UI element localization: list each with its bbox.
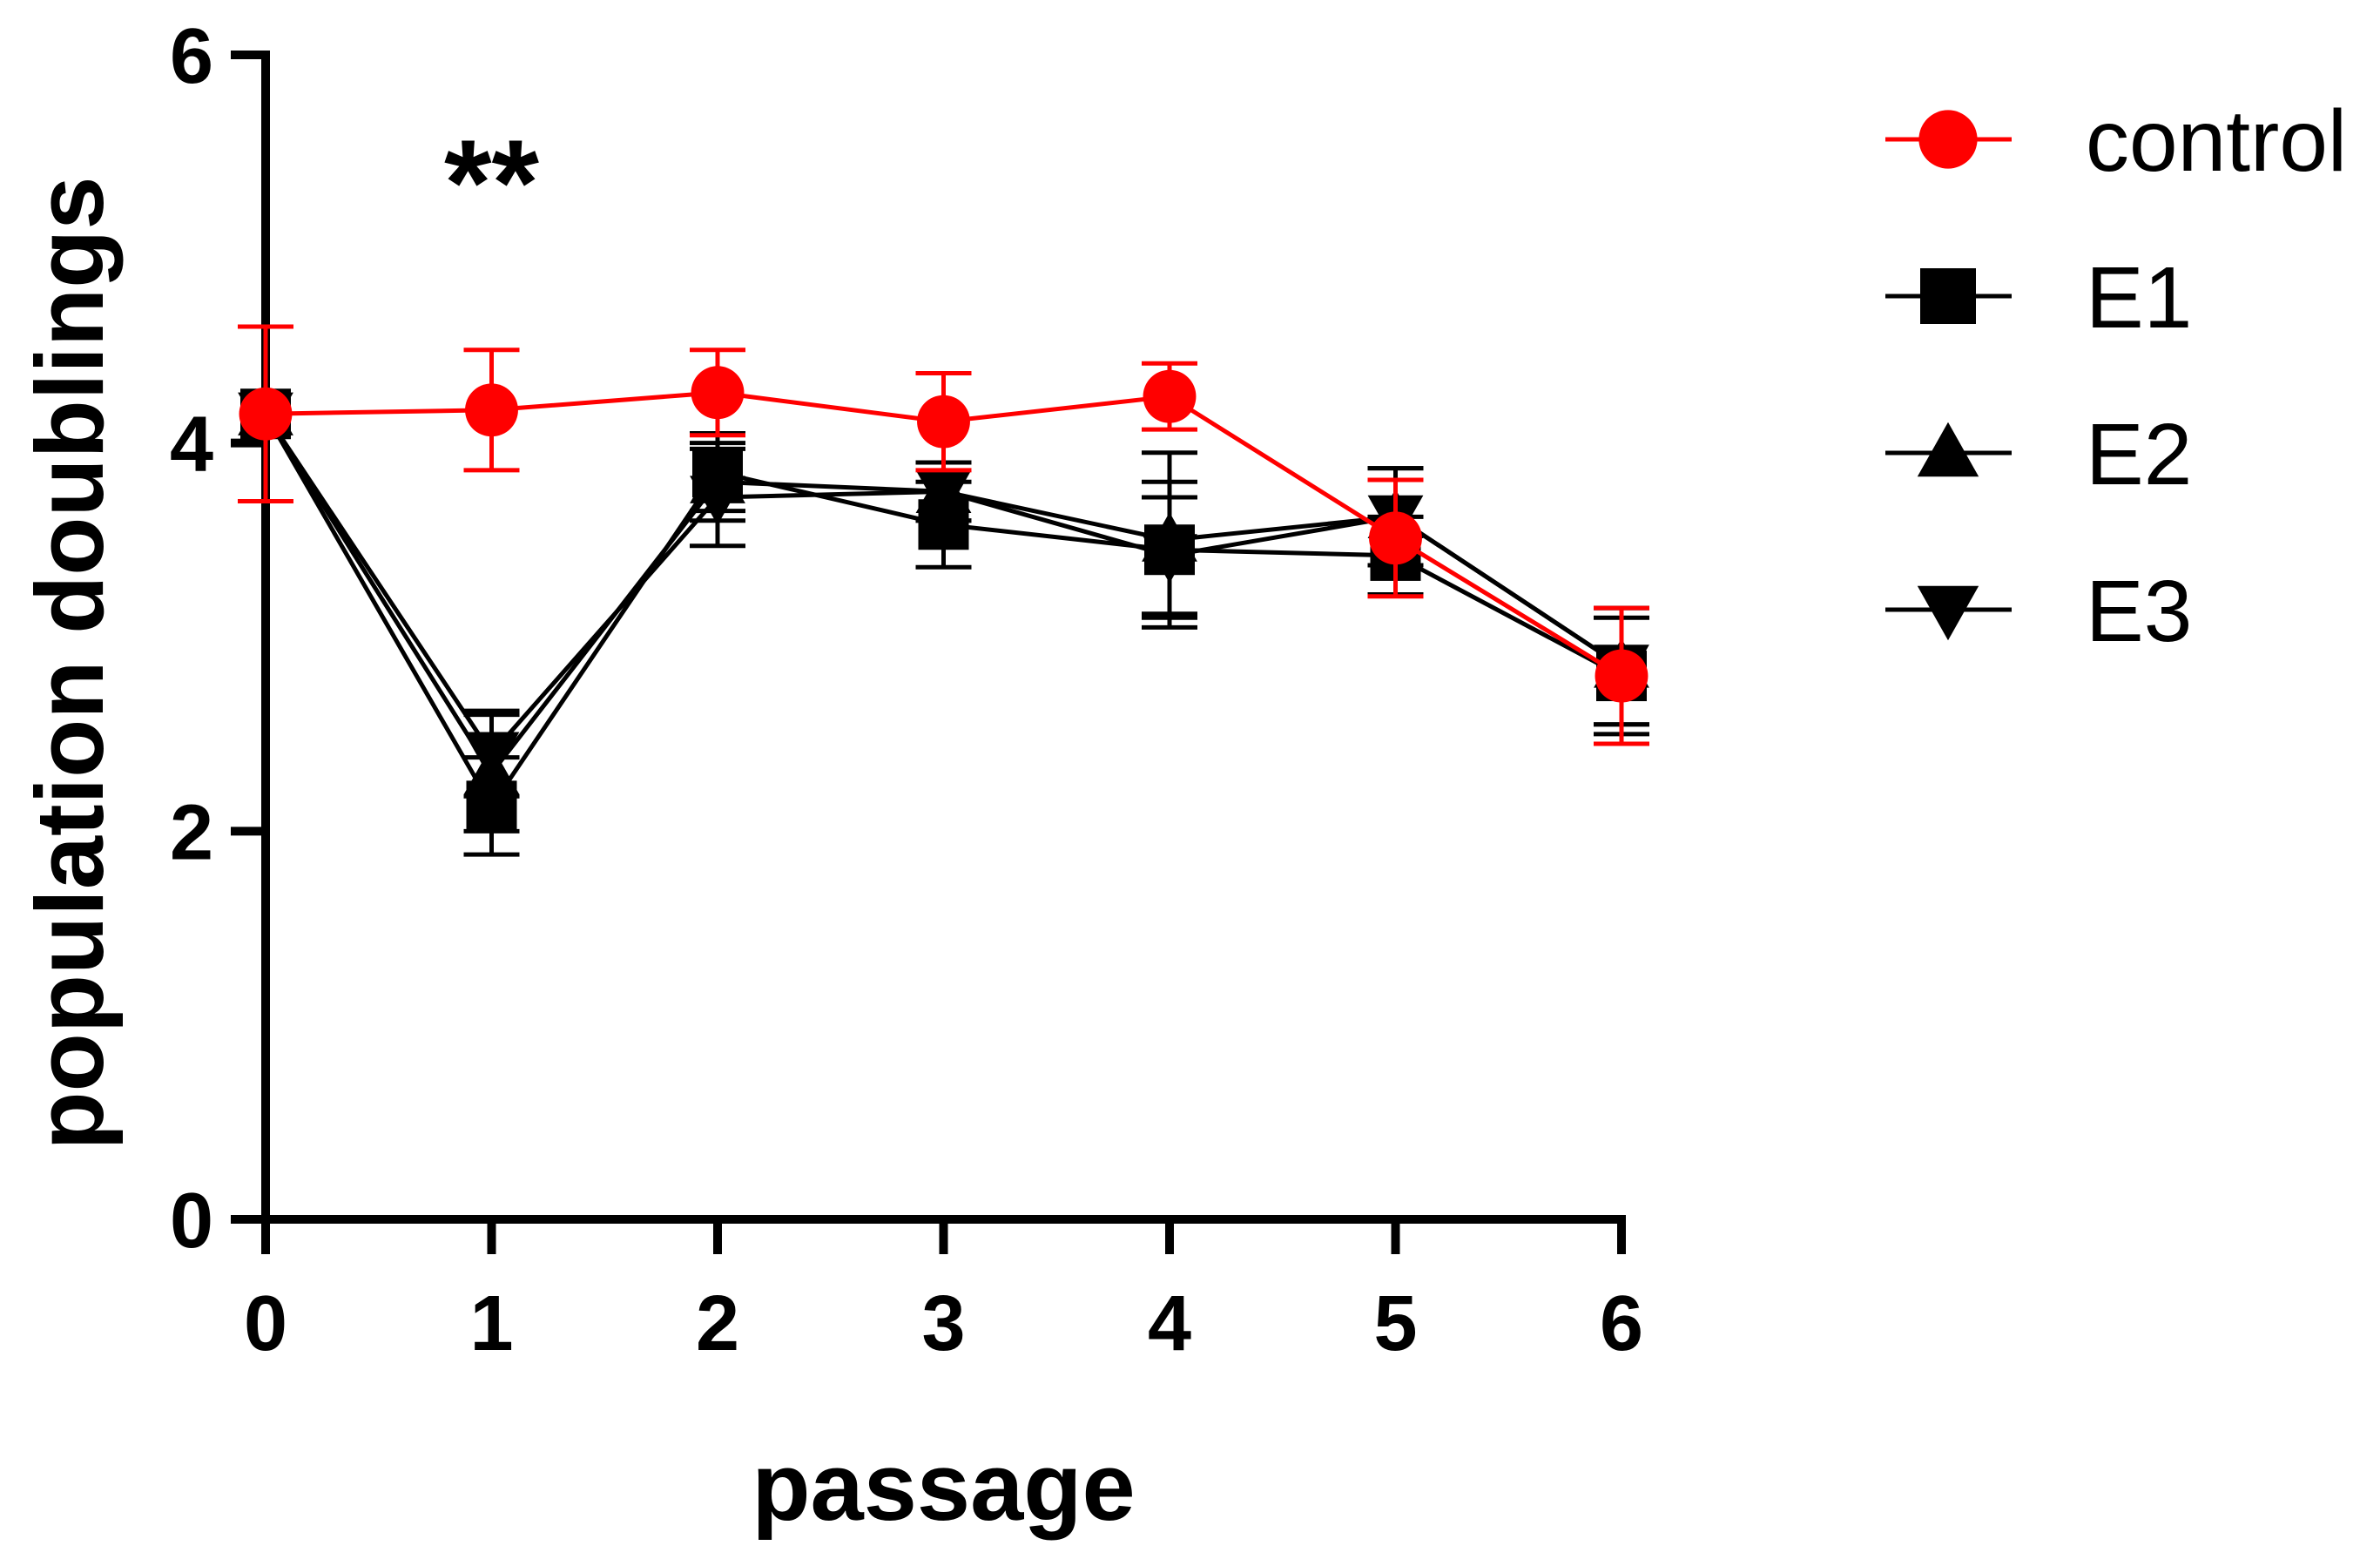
- series-control: [238, 324, 1649, 746]
- x-tick-label: 2: [696, 1280, 739, 1367]
- y-tick-label: 4: [170, 402, 213, 489]
- legend-marker-e2: [1917, 422, 1979, 477]
- y-tick-label: 0: [170, 1178, 213, 1265]
- legend-label: E3: [2086, 563, 2192, 660]
- data-point-control: [1595, 649, 1648, 703]
- x-tick-label: 4: [1148, 1280, 1191, 1367]
- data-point-e3: [915, 469, 972, 520]
- data-point-e3: [463, 732, 520, 782]
- data-point-e3: [690, 476, 745, 525]
- legend-label: control: [2086, 92, 2347, 190]
- data-point-control: [691, 366, 745, 420]
- x-tick-label: 1: [469, 1280, 513, 1367]
- data-point-control: [239, 387, 293, 441]
- data-point-control: [1369, 511, 1422, 565]
- x-tick-label: 0: [244, 1280, 287, 1367]
- legend-item-e3: E3: [1885, 563, 2192, 660]
- legend-item-e1: E1: [1885, 249, 2192, 347]
- series-layer: [238, 324, 1649, 857]
- data-point-e3: [1142, 534, 1197, 584]
- x-tick-label: 5: [1373, 1280, 1417, 1367]
- x-tick-label: 3: [921, 1280, 965, 1367]
- legend: control E1 E2 E3: [1885, 92, 2347, 660]
- significance-annotation: **: [444, 114, 539, 251]
- y-tick-label: 6: [170, 13, 213, 100]
- y-axis-title: population doublings: [17, 176, 124, 1150]
- legend-item-e2: E2: [1885, 406, 2192, 503]
- axes: 0 2 4 6 0 1 2 3 4 5 6: [170, 13, 1643, 1367]
- x-tick-label: 6: [1600, 1280, 1643, 1367]
- legend-label: E2: [2086, 406, 2192, 503]
- data-point-control: [465, 383, 518, 437]
- data-point-control: [917, 395, 970, 449]
- legend-marker-e1: [1920, 268, 1976, 324]
- legend-item-control: control: [1885, 92, 2347, 190]
- legend-marker-control: [1918, 110, 1978, 169]
- y-tick-label: 2: [170, 789, 213, 876]
- legend-marker-e3: [1917, 585, 1979, 641]
- data-point-control: [1143, 369, 1197, 423]
- x-axis-title: passage: [752, 1434, 1135, 1541]
- legend-label: E1: [2086, 249, 2192, 347]
